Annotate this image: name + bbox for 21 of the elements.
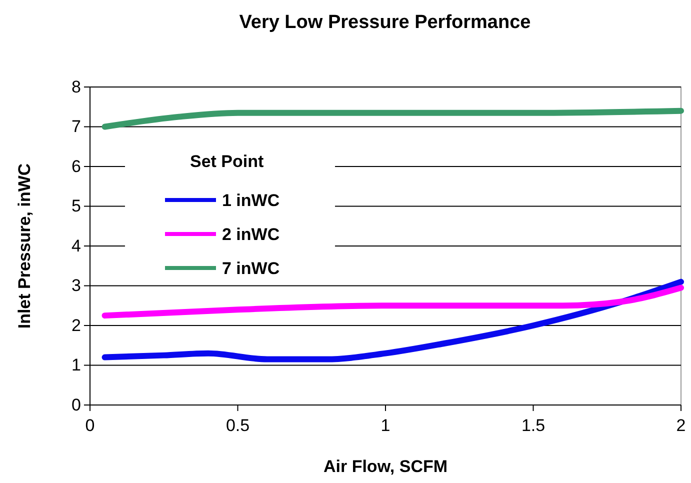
y-tick-label: 0 (72, 395, 81, 414)
x-tick-label: 0.5 (226, 416, 250, 435)
y-tick-label: 6 (72, 156, 81, 176)
y-tick-label: 4 (72, 236, 81, 256)
x-tick-label: 1 (380, 416, 390, 435)
y-tick-label: 5 (72, 196, 81, 216)
x-tick-label: 0 (85, 416, 95, 435)
y-tick-label: 1 (72, 356, 81, 375)
y-tick-label: 3 (72, 276, 81, 296)
legend-title: Set Point (190, 152, 264, 171)
legend-label: 1 inWC (222, 191, 280, 210)
legend-label: 7 inWC (222, 259, 280, 278)
y-tick-label: 8 (72, 77, 81, 96)
legend-label: 2 inWC (222, 225, 280, 244)
x-tick-label: 1.5 (521, 416, 546, 435)
chart-title: Very Low Pressure Performance (239, 12, 531, 33)
y-tick-label: 2 (72, 316, 81, 335)
x-tick-label: 2 (676, 416, 686, 435)
y-tick-label: 7 (72, 117, 81, 136)
y-axis-title: Inlet Pressure, inWC (15, 163, 34, 329)
x-axis-title: Air Flow, SCFM (323, 457, 448, 476)
